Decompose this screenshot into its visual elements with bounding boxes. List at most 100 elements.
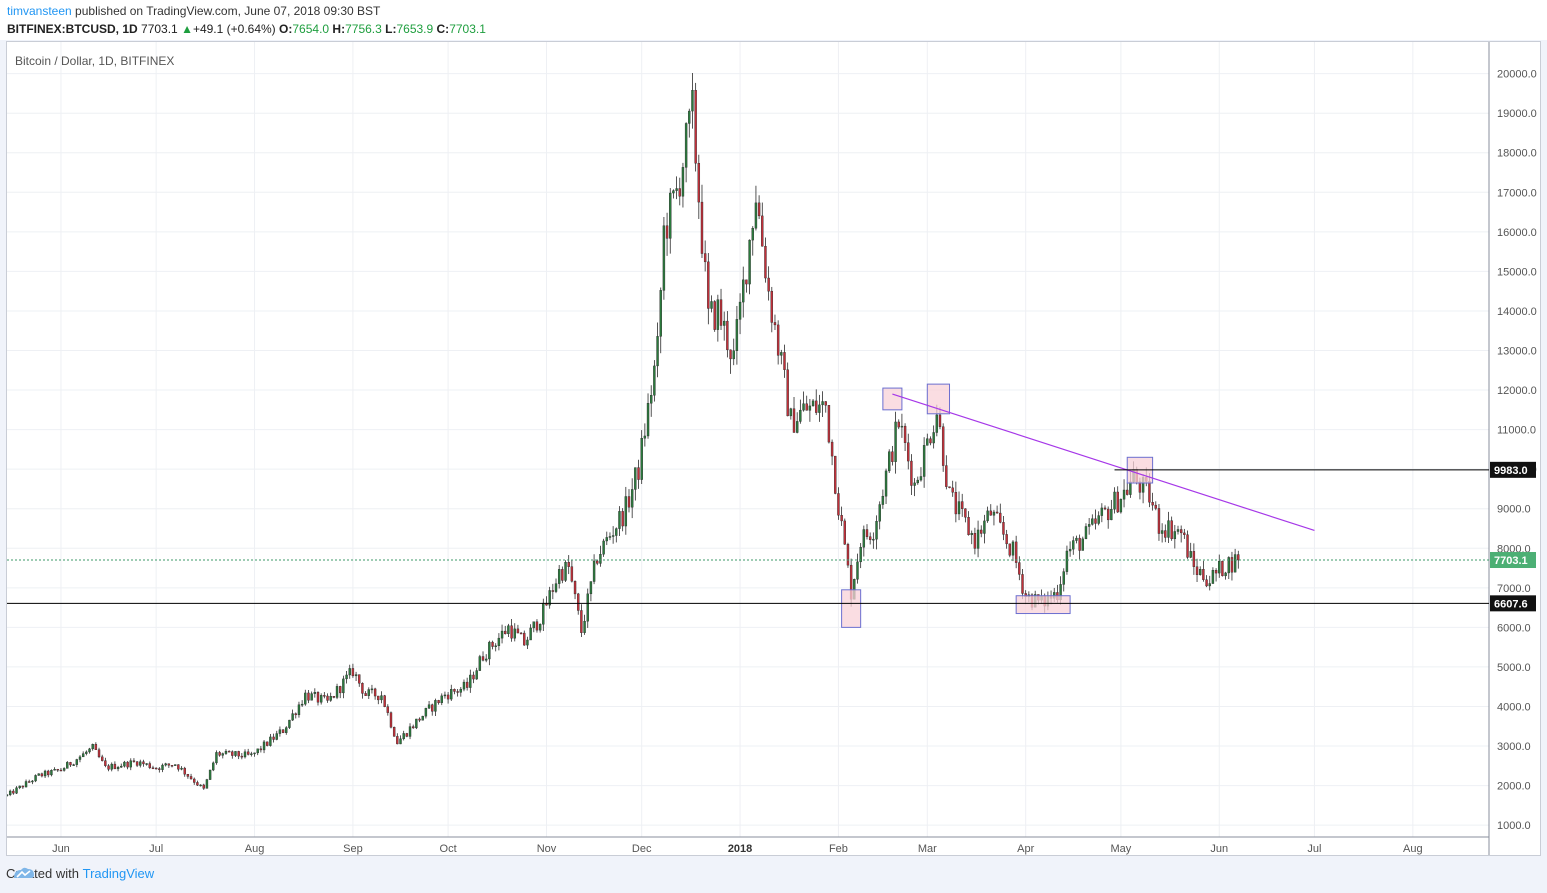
candle-body <box>1091 518 1094 525</box>
price-chart[interactable]: 1000.0 2000.0 3000.0 4000.0 5000.0 6000.0 7000… <box>7 42 1540 855</box>
candle-body <box>907 442 910 462</box>
candle-body <box>780 352 783 356</box>
last-price: 7703.1 <box>141 22 178 36</box>
candle-body <box>253 752 256 755</box>
candle-body <box>973 533 977 549</box>
candle-body <box>824 401 827 406</box>
candle-body <box>951 487 954 493</box>
candle-body <box>224 750 228 754</box>
candle-body <box>475 670 478 680</box>
candle-body <box>440 695 443 704</box>
y-tick-label: 4000.0 <box>1497 701 1531 713</box>
candle-body <box>1199 569 1202 575</box>
candle-body <box>18 785 21 789</box>
candle-body <box>567 562 570 567</box>
highlight-box <box>926 383 951 415</box>
candle-body <box>1237 554 1240 561</box>
x-tick-label: Aug <box>1403 843 1423 855</box>
candle-body <box>961 501 964 509</box>
candle-body <box>732 350 735 360</box>
candle-body <box>1183 532 1186 535</box>
candle-body <box>288 719 291 728</box>
candle-body <box>361 683 364 694</box>
candle-body <box>681 167 685 197</box>
candle-body <box>745 279 748 285</box>
candle-body <box>269 736 272 746</box>
candle-body <box>348 668 351 676</box>
candle-body <box>231 751 234 756</box>
candle-body <box>808 405 812 411</box>
candle-body <box>335 686 339 698</box>
x-tick-label: Jun <box>1210 843 1228 855</box>
candle-body <box>640 438 643 480</box>
current-price-label: 7703.1 <box>1494 555 1528 567</box>
candle-body <box>313 692 317 694</box>
candle-body <box>697 163 701 203</box>
candle-body <box>726 320 729 351</box>
candle-body <box>507 625 510 635</box>
price-badge <box>1490 461 1536 478</box>
symbol-line: BITFINEX:BTCUSD, 1D 7703.1 ▲+49.1 (+0.64… <box>7 22 486 36</box>
candle-body <box>837 493 840 516</box>
published-text: published on TradingView.com, June 07, 2… <box>75 4 381 18</box>
candle-body <box>101 756 104 761</box>
candle-body <box>529 627 532 641</box>
candle-body <box>97 749 101 758</box>
candle-body <box>1202 569 1205 580</box>
candle-body <box>538 624 542 631</box>
candle-body <box>408 726 412 737</box>
candle-body <box>516 628 520 634</box>
candle-body <box>186 774 190 777</box>
candle-body <box>818 404 821 413</box>
candle-body <box>624 496 628 527</box>
candle-body <box>148 763 152 768</box>
high-value: 7756.3 <box>345 22 382 36</box>
y-tick-label: 12000.0 <box>1497 385 1537 397</box>
candle-body <box>862 529 866 548</box>
candle-body <box>742 279 745 303</box>
candle-body <box>1189 551 1192 558</box>
candle-body <box>992 511 996 516</box>
tradingview-link[interactable]: TradingView <box>82 866 155 881</box>
candle-body <box>573 581 577 595</box>
candle-body <box>599 554 602 564</box>
candle-body <box>1021 574 1024 594</box>
candle-body <box>354 674 358 677</box>
x-tick-label: May <box>1110 843 1131 855</box>
candle-body <box>630 489 634 508</box>
candle-body <box>713 301 716 330</box>
candle-body <box>1008 543 1012 556</box>
candle-body <box>43 770 47 777</box>
candle-body <box>297 704 301 716</box>
candle-body <box>935 414 939 433</box>
candle-body <box>383 695 386 707</box>
candle-body <box>1122 489 1126 500</box>
candle-body <box>243 751 247 758</box>
change-up-icon: ▲ <box>181 22 193 36</box>
candle-body <box>542 602 545 625</box>
candle-body <box>212 762 215 771</box>
candle-body <box>859 546 862 563</box>
candle-body <box>1106 508 1110 521</box>
candle-body <box>615 528 618 536</box>
candle-body <box>427 704 431 709</box>
candle-body <box>7 794 9 796</box>
candle-body <box>830 441 834 457</box>
candle-body <box>237 751 240 757</box>
candle-body <box>938 414 942 427</box>
candle-body <box>821 401 824 406</box>
candle-body <box>215 752 218 764</box>
candle-body <box>805 403 808 411</box>
chart-panel[interactable]: 1000.0 2000.0 3000.0 4000.0 5000.0 6000.0 7000… <box>6 41 1541 856</box>
y-tick-label: 2000.0 <box>1497 781 1531 793</box>
candle-body <box>1173 531 1177 540</box>
candle-body <box>1214 570 1218 574</box>
candle-body <box>1218 560 1221 574</box>
candle-body <box>554 583 558 592</box>
candle-body <box>1072 540 1075 550</box>
x-tick-label: Aug <box>245 843 265 855</box>
price-badge <box>1490 595 1536 612</box>
y-tick-label: 14000.0 <box>1497 306 1537 318</box>
candle-body <box>618 511 621 529</box>
author-link[interactable]: timvansteen <box>7 4 72 18</box>
